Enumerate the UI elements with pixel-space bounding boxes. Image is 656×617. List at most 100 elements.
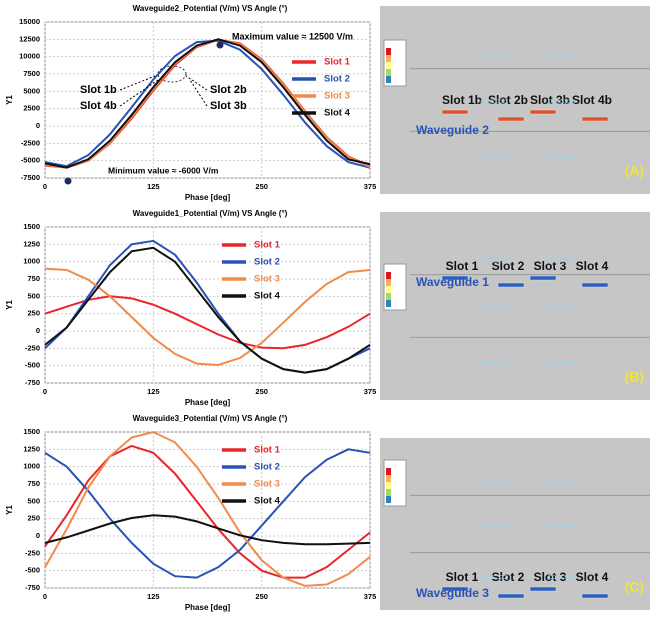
legend-label: Slot 3 — [324, 91, 350, 102]
plot-area — [44, 431, 371, 589]
chart-title: Waveguide2_Potential (V/m) VS Angle (°) — [133, 4, 288, 13]
field-panel — [380, 438, 650, 610]
y-tick-label: -5000 — [21, 156, 40, 165]
y-tick-label: 0 — [36, 531, 40, 540]
y-tick-label: -250 — [25, 343, 40, 352]
waveguide-label: Waveguide 3 — [416, 586, 489, 600]
x-axis-label: Phase [deg] — [185, 398, 231, 407]
colorbar — [386, 55, 391, 62]
y-tick-label: 1250 — [23, 444, 40, 453]
colorbar — [386, 300, 391, 307]
slot-bar — [441, 586, 469, 592]
plot-area — [44, 226, 371, 384]
x-tick-label: 0 — [43, 182, 47, 191]
y-tick-label: 1250 — [23, 239, 40, 248]
y-tick-label: 750 — [27, 274, 40, 283]
slot-bar — [441, 109, 469, 115]
y-tick-label: 250 — [27, 309, 40, 318]
pointer — [189, 79, 208, 107]
x-tick-label: 0 — [43, 387, 47, 396]
y-tick-label: 7500 — [23, 69, 40, 78]
y-tick-label: 5000 — [23, 86, 40, 95]
y-tick-label: -500 — [25, 361, 40, 370]
series-line — [44, 448, 371, 579]
slot-outline — [480, 156, 508, 160]
slot-label: Slot 4 — [576, 570, 609, 584]
legend-label: Slot 2 — [254, 462, 280, 473]
y-tick-label: -750 — [25, 583, 40, 592]
x-tick-label: 125 — [147, 182, 160, 191]
y-tick-label: -7500 — [21, 173, 40, 182]
annotation: Slot 2b — [210, 84, 247, 96]
annotation: Slot 4b — [80, 100, 117, 112]
colorbar — [386, 293, 391, 300]
slot-label: Slot 4 — [576, 259, 609, 273]
legend-label: Slot 1 — [324, 57, 351, 68]
slot-bar — [441, 275, 469, 281]
slot-bar — [581, 116, 609, 122]
series-line — [44, 514, 371, 546]
slot-bar — [497, 116, 525, 122]
slot-outline — [480, 362, 508, 366]
highlight — [157, 65, 187, 83]
legend-label: Slot 3 — [254, 274, 280, 285]
y-axis-label: Y1 — [5, 300, 14, 310]
slot-outline — [548, 480, 575, 485]
panel-tag: (B) — [625, 369, 644, 385]
x-tick-label: 375 — [364, 387, 377, 396]
slot-label: Slot 1 — [446, 570, 479, 584]
colorbar — [386, 475, 391, 482]
x-tick-label: 0 — [43, 592, 47, 601]
slot-bar — [497, 282, 525, 288]
y-tick-label: -500 — [25, 566, 40, 575]
colorbar — [386, 69, 391, 76]
slot-outline — [548, 575, 575, 579]
slot-outline — [480, 258, 508, 263]
waveguide-label: Waveguide 2 — [416, 123, 489, 137]
y-tick-label: 0 — [36, 121, 40, 130]
colorbar — [386, 482, 391, 489]
slot-outline — [548, 99, 575, 104]
slot-label: Slot 3 — [534, 259, 567, 273]
field-panel — [380, 212, 650, 400]
slot-outline — [548, 258, 575, 263]
marker-dot — [216, 41, 224, 49]
y-tick-label: 1000 — [23, 462, 40, 471]
y-tick-label: 2500 — [23, 104, 40, 113]
slot-outline — [480, 99, 508, 104]
x-tick-label: 125 — [147, 387, 160, 396]
colorbar — [386, 62, 391, 69]
x-tick-label: 250 — [255, 182, 268, 191]
y-axis-label: Y1 — [5, 505, 14, 515]
series-line — [44, 246, 371, 374]
panel-tag: (A) — [625, 163, 644, 179]
slot-label: Slot 2b — [488, 93, 528, 107]
slot-outline — [480, 575, 508, 579]
colorbar — [386, 286, 391, 293]
y-tick-label: 12500 — [19, 34, 40, 43]
y-tick-label: 15000 — [19, 17, 40, 26]
legend-label: Slot 1 — [254, 240, 281, 251]
y-tick-label: -2500 — [21, 138, 40, 147]
legend-label: Slot 4 — [324, 108, 351, 119]
legend-label: Slot 1 — [254, 445, 281, 456]
waveguide-label: Waveguide 1 — [416, 275, 489, 289]
colorbar — [386, 76, 391, 83]
slot-bar — [529, 109, 557, 115]
chart-title: Waveguide3_Potential (V/m) VS Angle (°) — [133, 414, 288, 423]
slot-bar — [581, 593, 609, 599]
slot-label: Slot 1b — [442, 93, 482, 107]
y-axis-label: Y1 — [5, 95, 14, 105]
colorbar — [386, 272, 391, 279]
series-line — [44, 430, 371, 587]
colorbar — [386, 489, 391, 496]
slot-outline — [480, 305, 508, 310]
slot-bar — [529, 586, 557, 592]
slot-outline — [548, 305, 575, 310]
colorbar — [386, 496, 391, 503]
series-line — [44, 444, 371, 579]
y-tick-label: -250 — [25, 548, 40, 557]
slot-label: Slot 2 — [492, 259, 525, 273]
y-tick-label: 500 — [27, 291, 40, 300]
